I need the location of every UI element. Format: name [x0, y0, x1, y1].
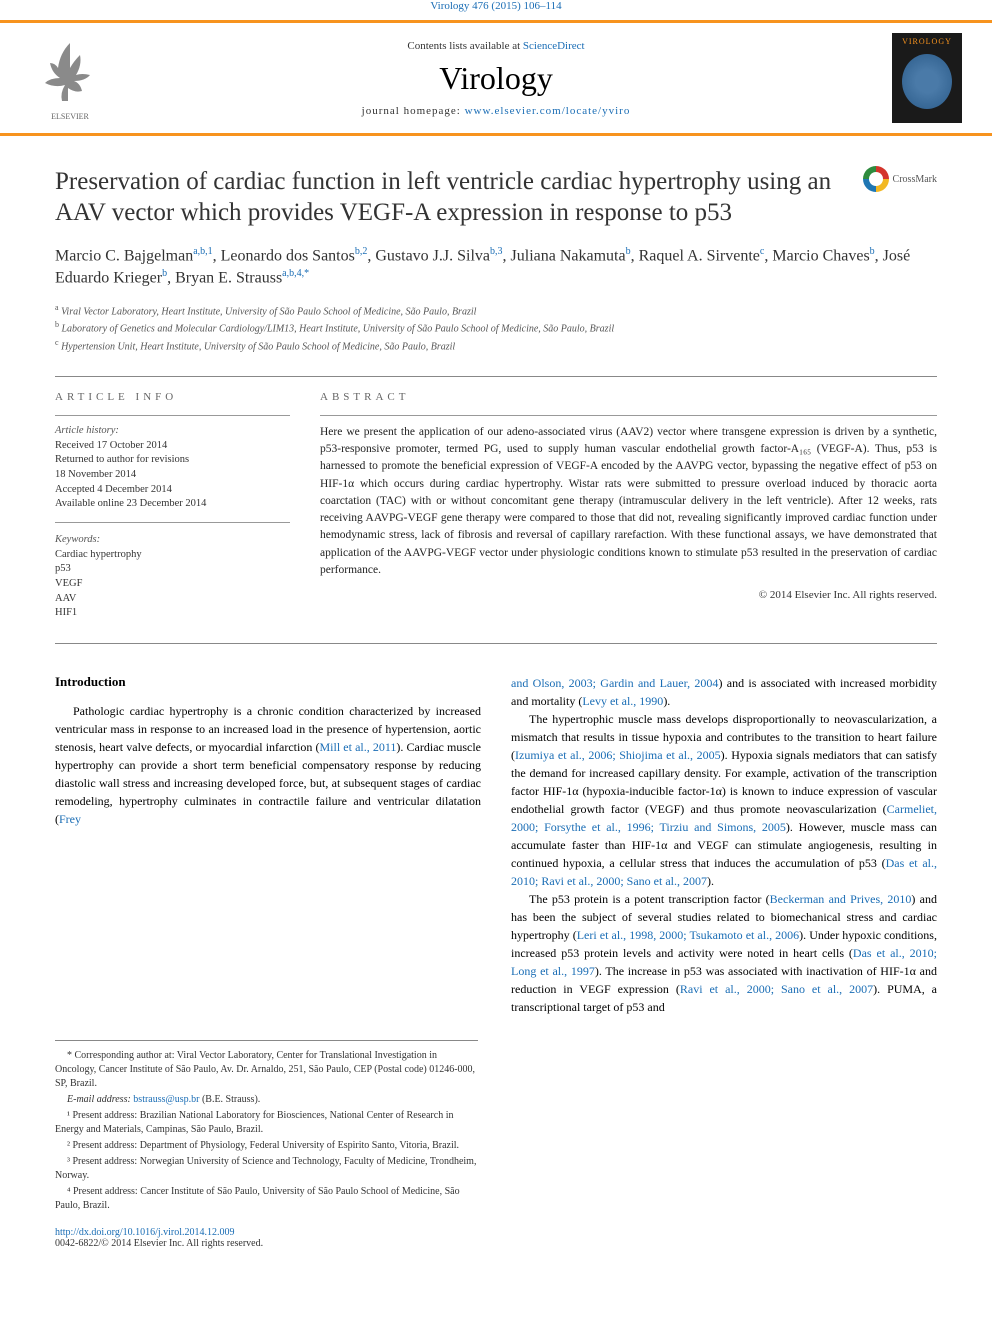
author: Gustavo J.J. Silva	[375, 247, 490, 264]
keyword: AAV	[55, 592, 290, 607]
email-link[interactable]: bstrauss@usp.br	[133, 1094, 199, 1105]
crossmark-badge[interactable]: CrossMark	[863, 166, 937, 192]
email-line: E-mail address: bstrauss@usp.br (B.E. St…	[55, 1093, 478, 1107]
divider	[55, 643, 937, 644]
article-title: Preservation of cardiac function in left…	[55, 166, 863, 229]
author: Marcio C. Bajgelman	[55, 247, 193, 264]
footnotes: * Corresponding author at: Viral Vector …	[55, 1040, 478, 1213]
body-paragraph: and Olson, 2003; Gardin and Lauer, 2004)…	[511, 674, 937, 710]
introduction-heading: Introduction	[55, 674, 481, 690]
article-history: Article history: Received 17 October 201…	[55, 424, 290, 621]
keyword: HIF1	[55, 606, 290, 621]
issn-line: 0042-6822/© 2014 Elsevier Inc. All right…	[55, 1238, 263, 1249]
journal-cover-thumb: VIROLOGY	[892, 33, 962, 123]
keyword: Cardiac hypertrophy	[55, 548, 290, 563]
contents-line: Contents lists available at ScienceDirec…	[246, 40, 746, 52]
divider	[55, 376, 937, 377]
footnote: ² Present address: Department of Physiol…	[55, 1139, 478, 1153]
abstract-text: Here we present the application of our a…	[320, 424, 937, 579]
citation-link[interactable]: Beckerman and Prives, 2010	[770, 892, 912, 906]
doi-link[interactable]: http://dx.doi.org/10.1016/j.virol.2014.1…	[55, 1227, 235, 1238]
elsevier-logo: ELSEVIER	[30, 33, 110, 123]
authors-list: Marcio C. Bajgelmana,b,1, Leonardo dos S…	[55, 245, 937, 290]
citation-link[interactable]: Leri et al., 1998, 2000; Tsukamoto et al…	[577, 928, 799, 942]
sciencedirect-link[interactable]: ScienceDirect	[523, 40, 585, 52]
citation-link[interactable]: and Olson, 2003; Gardin and Lauer, 2004	[511, 676, 718, 690]
author: Juliana Nakamuta	[511, 247, 626, 264]
body-paragraph: Pathologic cardiac hypertrophy is a chro…	[55, 702, 481, 828]
body-right-column: and Olson, 2003; Gardin and Lauer, 2004)…	[511, 674, 937, 1016]
doi-block: http://dx.doi.org/10.1016/j.virol.2014.1…	[55, 1227, 937, 1249]
abstract-copyright: © 2014 Elsevier Inc. All rights reserved…	[320, 589, 937, 601]
author: Marcio Chaves	[772, 247, 869, 264]
journal-name: Virology	[246, 60, 746, 97]
body-left-column: Introduction Pathologic cardiac hypertro…	[55, 674, 481, 1016]
body-paragraph: The hypertrophic muscle mass develops di…	[511, 710, 937, 890]
citation-link[interactable]: Mill et al., 2011	[319, 740, 396, 754]
footnote: ¹ Present address: Brazilian National La…	[55, 1109, 478, 1137]
journal-ref-top: Virology 476 (2015) 106–114	[0, 0, 992, 12]
keyword: VEGF	[55, 577, 290, 592]
author: Raquel A. Sirvente	[639, 247, 760, 264]
author: Bryan E. Strauss	[175, 270, 282, 287]
journal-cover-icon	[902, 54, 952, 109]
keyword: p53	[55, 562, 290, 577]
article-info-heading: article info	[55, 391, 290, 403]
citation-link[interactable]: Izumiya et al., 2006; Shiojima et al., 2…	[515, 748, 721, 762]
journal-homepage: journal homepage: www.elsevier.com/locat…	[246, 105, 746, 117]
crossmark-icon	[863, 166, 889, 192]
journal-homepage-link[interactable]: www.elsevier.com/locate/yviro	[465, 105, 631, 117]
author: Leonardo dos Santos	[221, 247, 355, 264]
citation-link[interactable]: Frey	[59, 812, 81, 826]
svg-text:ELSEVIER: ELSEVIER	[51, 112, 89, 121]
footnote: ⁴ Present address: Cancer Institute of S…	[55, 1185, 478, 1213]
citation-link[interactable]: Levy et al., 1990	[582, 694, 663, 708]
abstract-heading: abstract	[320, 391, 937, 403]
corresponding-author: * Corresponding author at: Viral Vector …	[55, 1049, 478, 1091]
citation-link[interactable]: Ravi et al., 2000; Sano et al., 2007	[680, 982, 873, 996]
body-paragraph: The p53 protein is a potent transcriptio…	[511, 890, 937, 1016]
affiliations: a Viral Vector Laboratory, Heart Institu…	[55, 302, 937, 354]
journal-ref-link[interactable]: Virology 476 (2015) 106–114	[430, 0, 561, 12]
journal-header: ELSEVIER Contents lists available at Sci…	[0, 20, 992, 136]
footnote: ³ Present address: Norwegian University …	[55, 1155, 478, 1183]
